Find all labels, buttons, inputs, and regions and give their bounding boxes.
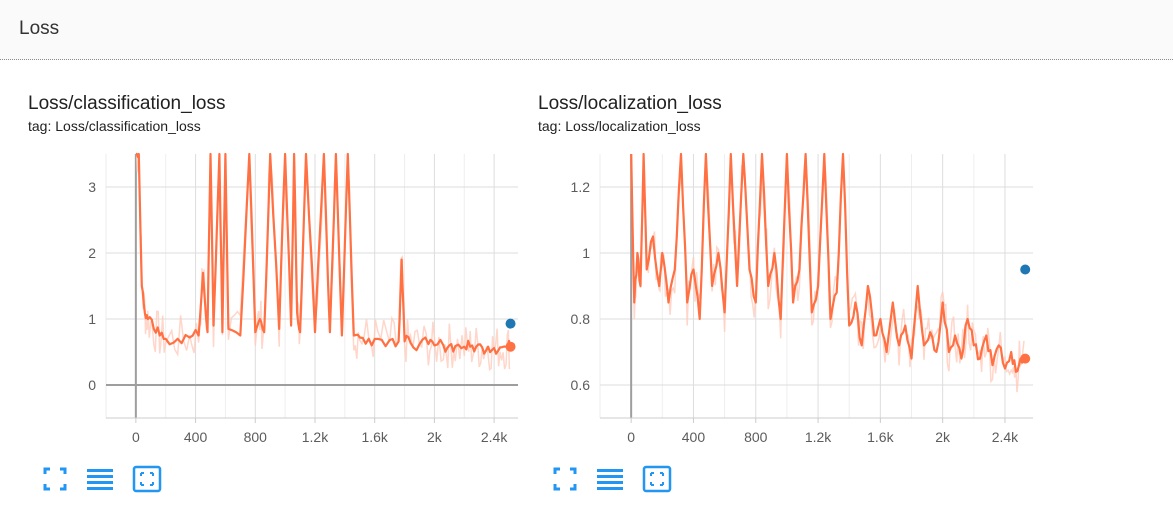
x-tick-label: 400: [682, 429, 706, 445]
section-header[interactable]: Loss: [0, 0, 1173, 60]
chart-tag: tag: Loss/classification_loss: [28, 118, 201, 134]
x-tick-label: 1.2k: [302, 429, 329, 445]
chart-card-classification-loss: Loss/classification_loss tag: Loss/class…: [28, 88, 528, 498]
fullscreen-icon[interactable]: [40, 464, 70, 494]
last-smoothed-point: [505, 341, 516, 352]
y-tick-label: 0.8: [571, 311, 591, 327]
x-tick-label: 2.4k: [992, 429, 1019, 445]
smoothed-series-line: [630, 152, 1027, 373]
raw-series-line: [630, 153, 1025, 393]
section-title: Loss: [19, 18, 60, 39]
y-tick-label: 0: [88, 377, 96, 393]
chart-card-localization-loss: Loss/localization_loss tag: Loss/localiz…: [538, 88, 1038, 498]
y-tick-label: 1: [582, 245, 590, 261]
x-tick-label: 2k: [935, 429, 951, 445]
x-tick-label: 0: [132, 429, 140, 445]
last-raw-point: [1020, 264, 1031, 275]
toggle-log-scale-icon[interactable]: [595, 464, 625, 494]
x-tick-label: 1.2k: [805, 429, 832, 445]
x-tick-label: 800: [744, 429, 768, 445]
x-tick-label: 1.6k: [361, 429, 388, 445]
y-tick-label: 3: [88, 179, 96, 195]
y-tick-label: 1.2: [571, 179, 591, 195]
fullscreen-icon[interactable]: [550, 464, 580, 494]
line-chart[interactable]: 0 400 800 1.2k 1.6k 2k 2.4k 0.6 0.8 1 1.2: [538, 148, 1038, 458]
fit-domain-icon[interactable]: [132, 464, 162, 494]
x-tick-label: 400: [184, 429, 208, 445]
x-tick-label: 2.4k: [481, 429, 508, 445]
last-smoothed-point: [1020, 353, 1031, 364]
smoothed-series-line: [135, 152, 512, 355]
chart-title: Loss/localization_loss: [538, 93, 722, 114]
x-tick-label: 1.6k: [867, 429, 894, 445]
last-raw-point: [505, 318, 516, 329]
x-tick-label: 2k: [427, 429, 443, 445]
chart-title: Loss/classification_loss: [28, 93, 226, 114]
y-tick-label: 1: [88, 311, 96, 327]
x-tick-label: 0: [627, 429, 635, 445]
x-tick-label: 800: [244, 429, 268, 445]
line-chart[interactable]: 0 400 800 1.2k 1.6k 2k 2.4k 0 1 2 3: [28, 148, 523, 458]
y-tick-label: 2: [88, 245, 96, 261]
fit-domain-icon[interactable]: [642, 464, 672, 494]
chart-tag: tag: Loss/localization_loss: [538, 118, 701, 134]
toggle-log-scale-icon[interactable]: [85, 464, 115, 494]
y-tick-label: 0.6: [571, 377, 591, 393]
